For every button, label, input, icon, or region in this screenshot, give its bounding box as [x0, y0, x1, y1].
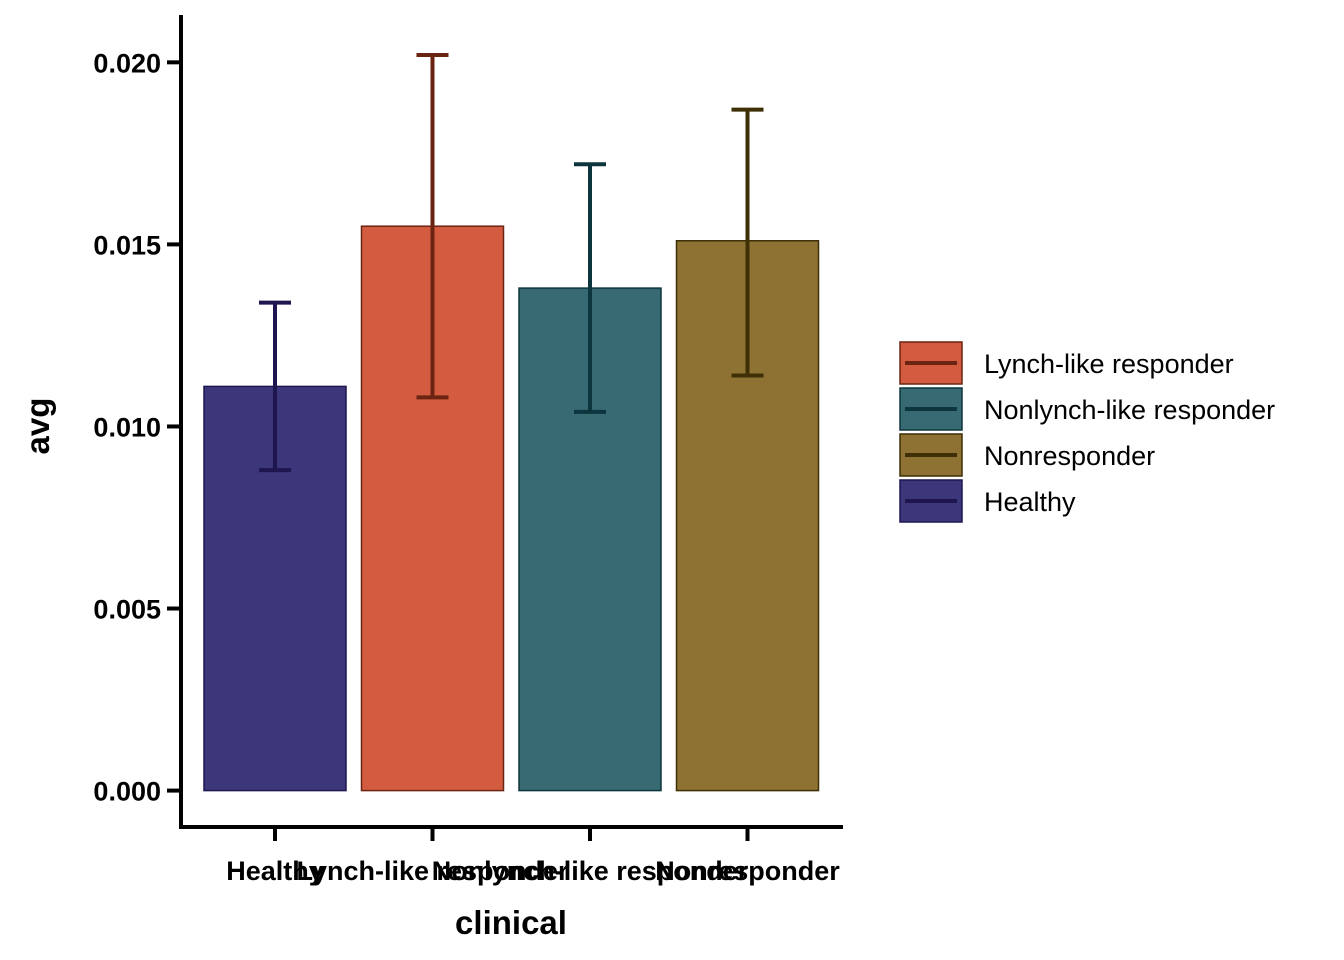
- error-bars: [259, 53, 764, 473]
- legend-item-lynch-like-responder: Lynch-like responder: [899, 341, 1234, 385]
- error-bar-nonlynch-like-responder: [574, 162, 606, 414]
- y-axis: 0.000 0.005 0.010 0.015 0.020: [93, 15, 183, 827]
- y-tick-label: 0.010: [93, 412, 161, 442]
- y-tick-label: 0.005: [93, 595, 161, 625]
- x-tick-label-nonlynch-like-responder: Nonlynch-like responder: [432, 856, 749, 886]
- legend: Lynch-like responder Nonlynch-like respon…: [899, 341, 1275, 523]
- legend-label: Nonlynch-like responder: [984, 395, 1275, 425]
- x-tick-label-lynch-like-responder: Lynch-like responder: [296, 856, 569, 886]
- y-tick-label: 0.015: [93, 230, 161, 260]
- error-bar-lynch-like-responder: [416, 53, 449, 400]
- y-tick-label: 0.020: [93, 48, 161, 78]
- x-tick-label-nonresponder: Nonresponder: [655, 856, 840, 886]
- legend-label: Lynch-like responder: [984, 349, 1234, 379]
- legend-item-nonresponder: Nonresponder: [899, 433, 1155, 477]
- legend-item-nonlynch-like-responder: Nonlynch-like responder: [899, 387, 1275, 431]
- y-tick-label: 0.000: [93, 777, 161, 807]
- bars: [203, 225, 820, 792]
- x-axis-title: clinical: [455, 904, 567, 941]
- x-tick-label-healthy: Healthy: [226, 856, 324, 886]
- y-axis-title: avg: [19, 398, 56, 455]
- legend-label: Nonresponder: [984, 441, 1155, 471]
- error-bar-nonresponder: [731, 107, 764, 378]
- error-bar-healthy: [259, 300, 291, 473]
- legend-item-healthy: Healthy: [899, 479, 1076, 523]
- legend-label: Healthy: [984, 487, 1076, 517]
